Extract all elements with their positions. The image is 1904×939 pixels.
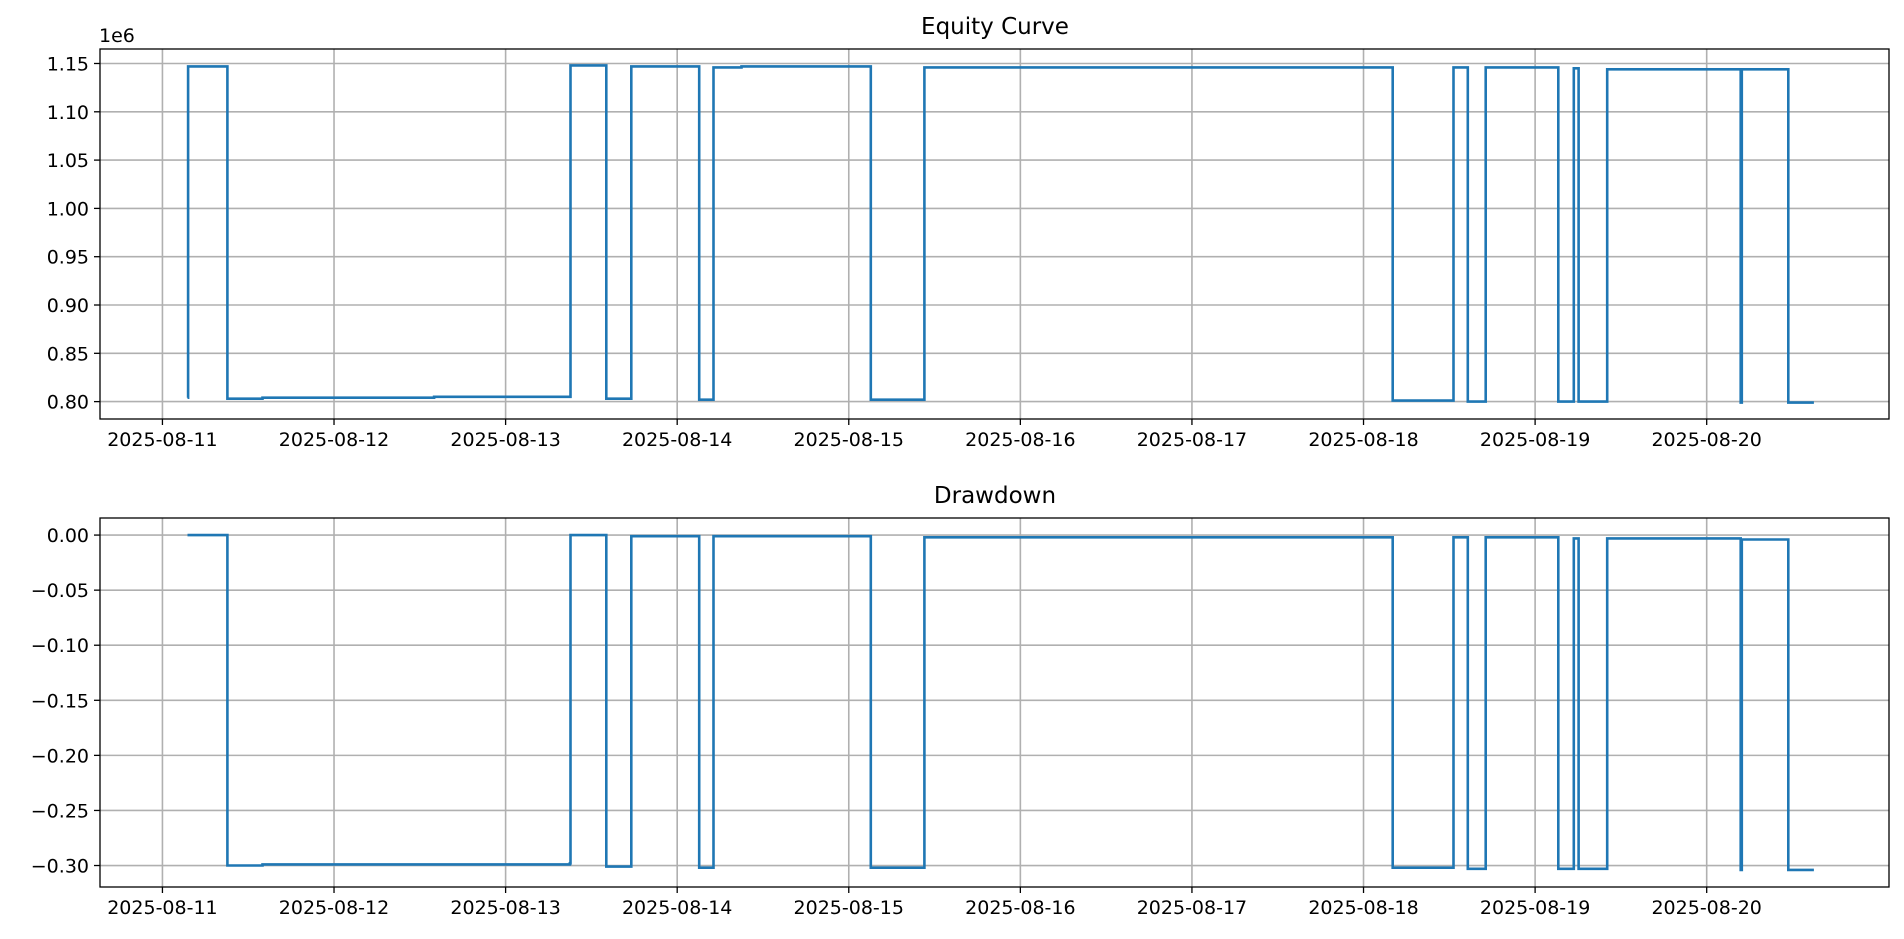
grid [100, 49, 1889, 419]
y-tick-label: 0.00 [47, 525, 89, 547]
x-tick-label: 2025-08-19 [1480, 429, 1590, 451]
x-axis: 2025-08-11 2025-08-12 2025-08-13 2025-08-14… [107, 887, 1762, 919]
x-tick-label: 2025-08-17 [1137, 429, 1247, 451]
x-tick-label: 2025-08-12 [279, 897, 389, 919]
x-tick-label: 2025-08-16 [965, 429, 1075, 451]
equity-curve-panel: Equity Curve 1e6 2025-08-11 2025-08-12 202… [47, 14, 1890, 451]
x-tick-label: 2025-08-11 [107, 897, 217, 919]
x-tick-label: 2025-08-20 [1651, 429, 1761, 451]
x-tick-label: 2025-08-15 [794, 429, 904, 451]
x-axis: 2025-08-11 2025-08-12 2025-08-13 2025-08-14… [107, 419, 1762, 451]
y-tick-label: −0.30 [31, 856, 89, 878]
x-tick-label: 2025-08-14 [622, 897, 732, 919]
x-tick-label: 2025-08-12 [279, 429, 389, 451]
series-line [186, 64, 1814, 404]
x-tick-label: 2025-08-16 [965, 897, 1075, 919]
y-tick-label: 1.05 [47, 150, 89, 172]
y-tick-label: −0.20 [31, 745, 89, 767]
plot-frame [99, 517, 1890, 888]
x-tick-label: 2025-08-17 [1137, 897, 1247, 919]
x-tick-label: 2025-08-19 [1480, 897, 1590, 919]
x-tick-label: 2025-08-11 [107, 429, 217, 451]
x-tick-label: 2025-08-14 [622, 429, 732, 451]
plot-frame [99, 48, 1890, 420]
y-tick-label: 0.80 [47, 392, 89, 414]
x-tick-label: 2025-08-18 [1308, 429, 1418, 451]
y-tick-label: 1.10 [47, 102, 89, 124]
chart-title: Equity Curve [921, 14, 1069, 40]
y-tick-label: −0.10 [31, 635, 89, 657]
y-tick-label: −0.25 [31, 800, 89, 822]
series-line [187, 533, 1814, 872]
y-tick-label: −0.15 [31, 690, 89, 712]
x-tick-label: 2025-08-13 [450, 429, 560, 451]
y-tick-label: 0.95 [47, 247, 89, 269]
x-tick-label: 2025-08-20 [1651, 897, 1761, 919]
x-tick-label: 2025-08-15 [794, 897, 904, 919]
y-tick-label: 1.15 [47, 53, 89, 75]
series-layer [186, 64, 1814, 404]
drawdown-panel: Drawdown 2025-08-11 2025-08-12 2025-08-13 2… [31, 483, 1890, 919]
x-tick-label: 2025-08-18 [1308, 897, 1418, 919]
y-axis: 0.80 0.85 0.90 0.95 1.00 1.05 1.10 1.15 [47, 53, 100, 414]
y-axis-offset-label: 1e6 [99, 25, 135, 47]
x-tick-label: 2025-08-13 [450, 897, 560, 919]
y-tick-label: 0.90 [47, 295, 89, 317]
y-tick-label: −0.05 [31, 580, 89, 602]
chart-title: Drawdown [934, 483, 1056, 509]
y-tick-label: 0.85 [47, 343, 89, 365]
y-axis: 0.00 −0.05 −0.10 −0.15 −0.20 −0.25 −0.30 [31, 525, 100, 878]
series-layer [187, 533, 1814, 872]
y-tick-label: 1.00 [47, 198, 89, 220]
